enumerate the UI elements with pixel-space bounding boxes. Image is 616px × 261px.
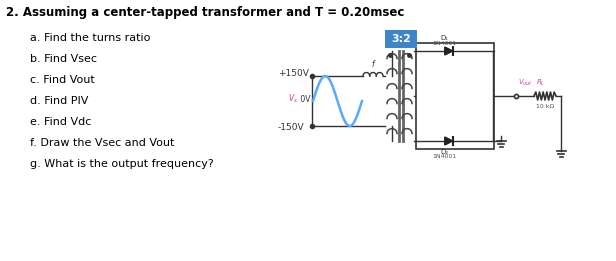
Text: 0V: 0V <box>298 94 310 104</box>
Text: g. What is the output frequency?: g. What is the output frequency? <box>30 159 214 169</box>
Text: $V_{out}$: $V_{out}$ <box>518 78 533 88</box>
Text: a. Find the turns ratio: a. Find the turns ratio <box>30 33 150 43</box>
Text: -150V: -150V <box>278 123 305 133</box>
Polygon shape <box>445 137 453 145</box>
Text: b. Find Vsec: b. Find Vsec <box>30 54 97 64</box>
Text: 3:2: 3:2 <box>391 34 411 44</box>
Text: 10 kΩ: 10 kΩ <box>536 104 554 109</box>
Bar <box>416 43 494 149</box>
Text: $R_L$: $R_L$ <box>536 78 545 88</box>
Text: 1N4001: 1N4001 <box>432 41 457 46</box>
Polygon shape <box>445 47 453 55</box>
Text: f: f <box>371 60 375 69</box>
Text: e. Find Vdc: e. Find Vdc <box>30 117 91 127</box>
Text: D₂: D₂ <box>440 149 449 155</box>
Text: 2. Assuming a center-tapped transformer and T = 0.20msec: 2. Assuming a center-tapped transformer … <box>6 6 404 19</box>
Text: f. Draw the Vsec and Vout: f. Draw the Vsec and Vout <box>30 138 174 148</box>
Text: 1N4001: 1N4001 <box>432 154 457 159</box>
Text: c. Find Vout: c. Find Vout <box>30 75 95 85</box>
Text: +150V: +150V <box>278 69 309 79</box>
Text: d. Find PIV: d. Find PIV <box>30 96 88 106</box>
Text: D₁: D₁ <box>441 35 449 41</box>
FancyBboxPatch shape <box>385 30 417 48</box>
Text: $V_s$: $V_s$ <box>288 93 298 105</box>
